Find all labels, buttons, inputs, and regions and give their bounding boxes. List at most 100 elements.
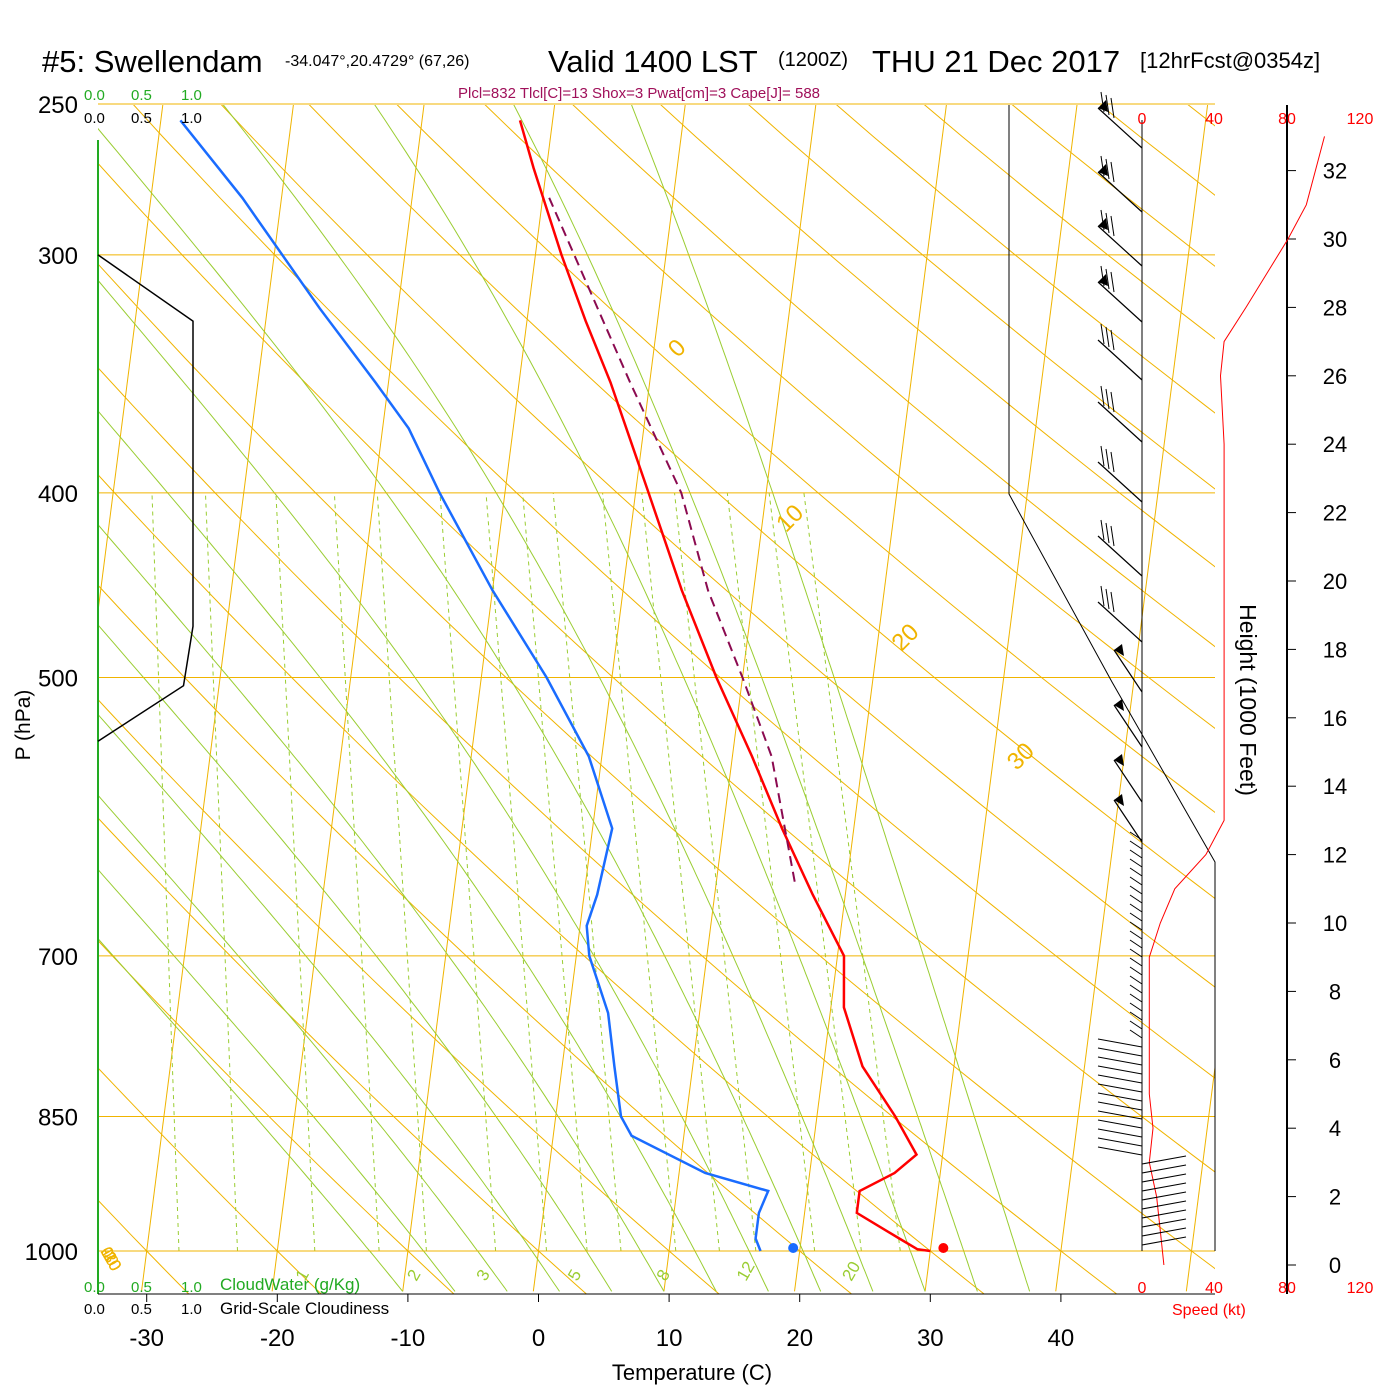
- x-tick-label: -20: [260, 1325, 295, 1352]
- wind-barb-low: [1141, 1236, 1187, 1246]
- wind-barb-low: [1129, 849, 1143, 859]
- isotherm-label-right: 30: [1002, 738, 1040, 776]
- dry-adiabat-line: [308, 105, 1215, 900]
- wind-barb-staff: [1097, 225, 1143, 267]
- wind-barb-feather: [1105, 268, 1110, 290]
- mixing-ratio-line: [768, 492, 862, 1252]
- x-tick-label: 30: [917, 1325, 944, 1352]
- wind-barb-low: [1129, 876, 1143, 886]
- height-tick-label: 8: [1329, 979, 1341, 1004]
- cloudiness-tick-bottom-0: 0.0: [84, 1301, 105, 1318]
- isotherm-line: [271, 105, 425, 1292]
- wind-barb-low: [1129, 1011, 1143, 1021]
- height-tick-label: 16: [1323, 706, 1347, 731]
- series-lines: [97, 119, 949, 1253]
- height-tick-label: 28: [1323, 295, 1347, 320]
- wind-barb-low: [1097, 1110, 1143, 1120]
- speed-label: Speed (kt): [1172, 1302, 1246, 1319]
- wind-barb-low: [1129, 921, 1143, 931]
- wind-barb-low: [1141, 1191, 1187, 1201]
- wind-barb-staff: [1097, 461, 1143, 503]
- x-tick-label: 40: [1048, 1325, 1075, 1352]
- height-tick-label: 30: [1323, 227, 1347, 252]
- wind-barb-low: [1141, 1173, 1187, 1183]
- speed-tick-bottom-2: 80: [1278, 1280, 1296, 1297]
- wind-barb-feather: [1110, 161, 1115, 183]
- wind-barb-low: [1129, 1029, 1143, 1039]
- wind-barb-low: [1129, 939, 1143, 949]
- wind-barb-low: [1129, 975, 1143, 985]
- wind-barb-low: [1129, 948, 1143, 958]
- height-tick-label: 22: [1323, 501, 1347, 526]
- isotherm-line: [98, 105, 164, 616]
- height-tick-label: 20: [1323, 569, 1347, 594]
- dry-adiabat-line: [98, 367, 1118, 1294]
- wind-barb-feather: [1100, 323, 1105, 345]
- wind-barb-staff: [1097, 601, 1143, 643]
- wind-barb-feather: [1110, 525, 1115, 547]
- wind-barb-staff: [1097, 107, 1143, 149]
- isotherm-line: [1185, 1063, 1215, 1292]
- dry-adiabat-line: [396, 105, 1215, 813]
- cloudwater-tick-top-2: 1.0: [181, 87, 202, 104]
- wind-barb-feather: [1100, 585, 1105, 607]
- wind-barb-feather: [1105, 94, 1110, 116]
- wind-barb-feather: [1105, 326, 1110, 348]
- height-tick-label: 24: [1323, 432, 1347, 457]
- dry-adiabat-line: [98, 162, 1215, 1173]
- moist-adiabat-line: [98, 410, 717, 1292]
- dry-adiabat-line: [572, 105, 1215, 648]
- wind-barb-feather: [1110, 591, 1115, 613]
- mixing-ratio-line: [674, 492, 757, 1252]
- wind-barb-staff: [1097, 401, 1143, 443]
- dry-adiabat-line: [98, 584, 853, 1294]
- wind-barb-low: [1141, 1227, 1187, 1237]
- speed-tick-bottom-1: 40: [1205, 1280, 1223, 1297]
- moist-adiabat-line: [98, 937, 404, 1292]
- dry-adiabat-line: [660, 105, 1215, 568]
- cloudwater-tick-bottom-0: 0.0: [84, 1279, 105, 1296]
- wind-barb-low: [1129, 867, 1143, 877]
- wind-barb-staff: [1097, 281, 1143, 323]
- wind-barb-staff: [1097, 535, 1143, 577]
- x-tick-label: 10: [656, 1325, 683, 1352]
- pressure-tick-label: 1000: [25, 1239, 78, 1266]
- height-tick-label: 2: [1329, 1185, 1341, 1210]
- moist-adiabat-line: [222, 105, 874, 1292]
- dry-adiabat-line: [98, 698, 720, 1294]
- mixing-ratio-label: 20: [838, 1258, 864, 1284]
- mixing-ratio-lines: [98, 105, 1031, 1292]
- moist-adiabat-line: [513, 105, 978, 1292]
- wind-barb-feather: [1110, 215, 1115, 237]
- cloudwater-tick-bottom-2: 1.0: [181, 1279, 202, 1296]
- wind-barb-low: [1141, 1182, 1187, 1192]
- moist-adiabat-line: [98, 523, 665, 1292]
- station-coords: -34.047°,20.4729° (67,26): [285, 53, 469, 70]
- height-tick-label: 12: [1323, 843, 1347, 868]
- speed-tick-bottom-3: 120: [1347, 1280, 1374, 1297]
- wind-barb-feather: [1100, 519, 1105, 541]
- wind-barb-feather: [1100, 385, 1105, 407]
- dry-adiabat-line: [836, 105, 1215, 414]
- station-title: #5: Swellendam: [42, 44, 263, 79]
- mixing-ratio-label: 5: [564, 1266, 585, 1284]
- height-tick-label: 10: [1323, 911, 1347, 936]
- moist-adiabat-line: [631, 105, 1031, 1292]
- dry-adiabat-line: [98, 263, 1215, 1270]
- isotherm-line: [0, 70, 37, 1291]
- wind-barb-low: [1129, 1020, 1143, 1030]
- mixing-ratio-line: [151, 492, 180, 1252]
- wind-barb-low: [1097, 1101, 1143, 1111]
- wind-barb-low: [1097, 1137, 1143, 1147]
- dry-adiabat-line: [98, 474, 985, 1294]
- wind-barb-feather: [1100, 209, 1105, 231]
- wind-barb-low: [1129, 912, 1143, 922]
- wind-barb-low: [1129, 984, 1143, 994]
- x-tick-label: 0: [532, 1325, 545, 1352]
- mixing-ratio-line: [485, 492, 548, 1252]
- wind-barb-staff: [1113, 759, 1143, 803]
- dry-adiabat-line: [484, 105, 1215, 730]
- height-tick-label: 32: [1323, 159, 1347, 184]
